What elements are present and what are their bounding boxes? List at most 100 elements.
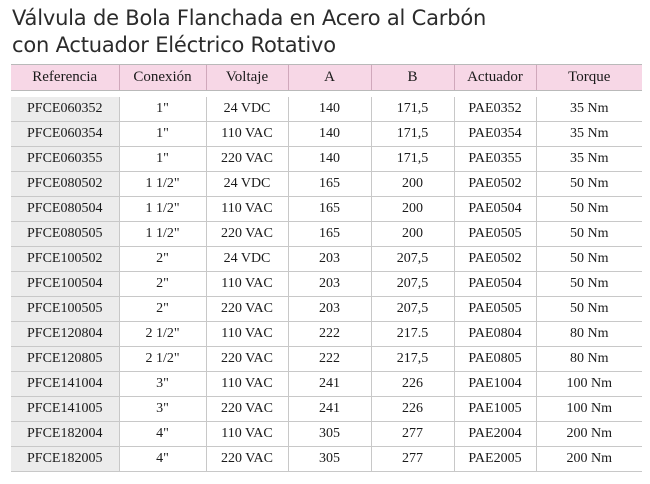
- cell-b: 226: [370, 371, 454, 397]
- cell-a: 203: [287, 246, 371, 272]
- cell-b: 217,5: [370, 346, 454, 372]
- table-row: PFCE182005 4" 220 VAC 305 277 PAE2005 200 Nm: [11, 446, 642, 472]
- cell-a: 140: [287, 146, 371, 172]
- cell-referencia: PFCE100502: [11, 246, 119, 272]
- cell-torque: 200 Nm: [535, 421, 642, 447]
- cell-b: 200: [370, 171, 454, 197]
- cell-b: 207,5: [370, 271, 454, 297]
- cell-a: 165: [287, 196, 371, 222]
- cell-conexion: 1 1/2": [118, 221, 206, 247]
- cell-conexion: 1 1/2": [118, 171, 206, 197]
- cell-conexion: 1": [118, 121, 206, 147]
- cell-a: 222: [287, 346, 371, 372]
- cell-voltaje: 220 VAC: [205, 396, 288, 422]
- cell-voltaje: 24 VDC: [205, 246, 288, 272]
- cell-voltaje: 110 VAC: [205, 421, 288, 447]
- cell-a: 222: [287, 321, 371, 347]
- cell-torque: 50 Nm: [535, 171, 642, 197]
- cell-torque: 80 Nm: [535, 346, 642, 372]
- table-row: PFCE141004 3" 110 VAC 241 226 PAE1004 100 Nm: [11, 371, 642, 397]
- cell-a: 165: [287, 221, 371, 247]
- cell-referencia: PFCE060355: [11, 146, 119, 172]
- cell-b: 277: [370, 446, 454, 472]
- cell-voltaje: 110 VAC: [205, 321, 288, 347]
- header-b: B: [370, 64, 454, 91]
- table-row: PFCE080504 1 1/2" 110 VAC 165 200 PAE0504 50 N…: [11, 196, 642, 222]
- cell-referencia: PFCE100505: [11, 296, 119, 322]
- cell-actuador: PAE0504: [453, 271, 536, 297]
- table-row: PFCE080505 1 1/2" 220 VAC 165 200 PAE0505 50 N…: [11, 221, 642, 247]
- title-line-2: con Actuador Eléctrico Rotativo: [12, 33, 336, 57]
- cell-actuador: PAE1005: [453, 396, 536, 422]
- cell-conexion: 3": [118, 396, 206, 422]
- table-row: PFCE120804 2 1/2" 110 VAC 222 217.5 PAE0804 80…: [11, 321, 642, 347]
- cell-referencia: PFCE182005: [11, 446, 119, 472]
- cell-voltaje: 220 VAC: [205, 446, 288, 472]
- cell-actuador: PAE0804: [453, 321, 536, 347]
- header-torque: Torque: [535, 64, 642, 91]
- spec-table: Referencia Conexión Voltaje A B Actuador…: [11, 64, 642, 472]
- cell-actuador: PAE0505: [453, 221, 536, 247]
- cell-conexion: 2": [118, 271, 206, 297]
- cell-torque: 35 Nm: [535, 146, 642, 172]
- cell-referencia: PFCE120804: [11, 321, 119, 347]
- cell-torque: 35 Nm: [535, 121, 642, 147]
- cell-voltaje: 24 VDC: [205, 97, 288, 122]
- header-a: A: [287, 64, 371, 91]
- cell-referencia: PFCE120805: [11, 346, 119, 372]
- cell-a: 203: [287, 271, 371, 297]
- cell-actuador: PAE0354: [453, 121, 536, 147]
- cell-actuador: PAE2004: [453, 421, 536, 447]
- cell-actuador: PAE0502: [453, 171, 536, 197]
- cell-torque: 50 Nm: [535, 196, 642, 222]
- cell-torque: 100 Nm: [535, 396, 642, 422]
- cell-voltaje: 220 VAC: [205, 296, 288, 322]
- cell-conexion: 1": [118, 146, 206, 172]
- header-actuador: Actuador: [453, 64, 536, 91]
- cell-b: 207,5: [370, 246, 454, 272]
- table-row: PFCE100502 2" 24 VDC 203 207,5 PAE0502 50 Nm: [11, 246, 642, 272]
- table-row: PFCE100505 2" 220 VAC 203 207,5 PAE0505 50 Nm: [11, 296, 642, 322]
- cell-conexion: 2 1/2": [118, 321, 206, 347]
- cell-a: 203: [287, 296, 371, 322]
- cell-actuador: PAE0352: [453, 97, 536, 122]
- cell-conexion: 4": [118, 421, 206, 447]
- cell-actuador: PAE2005: [453, 446, 536, 472]
- table-row: PFCE080502 1 1/2" 24 VDC 165 200 PAE0502 50 Nm: [11, 171, 642, 197]
- cell-a: 305: [287, 421, 371, 447]
- cell-voltaje: 220 VAC: [205, 146, 288, 172]
- cell-torque: 80 Nm: [535, 321, 642, 347]
- table-row: PFCE120805 2 1/2" 220 VAC 222 217,5 PAE0805 80…: [11, 346, 642, 372]
- header-spacer: [11, 90, 642, 97]
- cell-referencia: PFCE060354: [11, 121, 119, 147]
- cell-voltaje: 24 VDC: [205, 171, 288, 197]
- cell-referencia: PFCE141005: [11, 396, 119, 422]
- cell-actuador: PAE0502: [453, 246, 536, 272]
- title-line-1: Válvula de Bola Flanchada en Acero al Ca…: [12, 6, 487, 30]
- cell-actuador: PAE0355: [453, 146, 536, 172]
- cell-voltaje: 110 VAC: [205, 371, 288, 397]
- cell-actuador: PAE0504: [453, 196, 536, 222]
- cell-voltaje: 220 VAC: [205, 346, 288, 372]
- table-row: PFCE060354 1" 110 VAC 140 171,5 PAE0354 35 Nm: [11, 121, 642, 147]
- header-voltaje: Voltaje: [205, 64, 288, 91]
- cell-referencia: PFCE080505: [11, 221, 119, 247]
- cell-b: 171,5: [370, 97, 454, 122]
- cell-torque: 50 Nm: [535, 296, 642, 322]
- cell-b: 277: [370, 421, 454, 447]
- cell-conexion: 3": [118, 371, 206, 397]
- page-title: Válvula de Bola Flanchada en Acero al Ca…: [12, 5, 486, 59]
- cell-b: 217.5: [370, 321, 454, 347]
- cell-b: 226: [370, 396, 454, 422]
- cell-actuador: PAE0505: [453, 296, 536, 322]
- cell-voltaje: 110 VAC: [205, 196, 288, 222]
- cell-conexion: 1": [118, 97, 206, 122]
- cell-a: 165: [287, 171, 371, 197]
- cell-torque: 35 Nm: [535, 97, 642, 122]
- cell-referencia: PFCE080502: [11, 171, 119, 197]
- table-header-row: Referencia Conexión Voltaje A B Actuador…: [11, 64, 642, 91]
- table-body: PFCE060352 1" 24 VDC 140 171,5 PAE0352 35 Nm PF…: [11, 90, 642, 472]
- cell-b: 200: [370, 221, 454, 247]
- cell-referencia: PFCE060352: [11, 97, 119, 122]
- cell-torque: 50 Nm: [535, 246, 642, 272]
